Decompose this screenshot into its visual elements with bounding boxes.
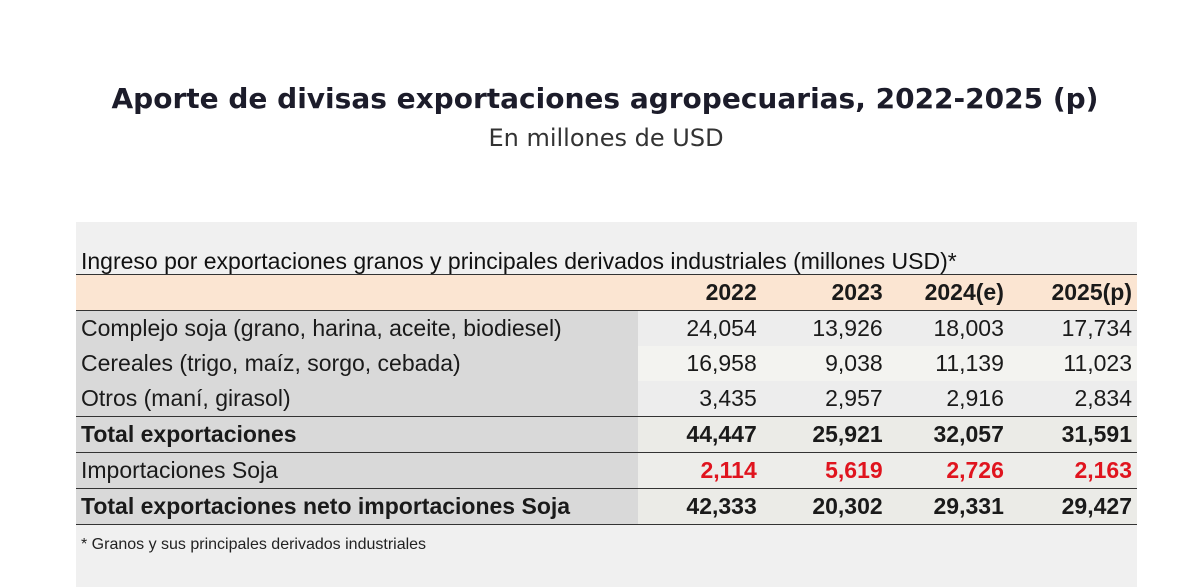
table-row: Otros (maní, girasol) 3,435 2,957 2,916 … [76,381,1137,417]
cell-value: 2,163 [1003,452,1137,489]
cell-value: 16,958 [637,346,757,381]
cell-value: 13,926 [756,310,883,346]
cell-value: 31,591 [1003,416,1137,453]
total-row: Total exportaciones 44,447 25,921 32,057… [76,416,1137,453]
net-total-row: Total exportaciones neto importaciones S… [76,488,1137,525]
page-subtitle: En millones de USD [488,124,724,152]
table-panel: Ingreso por exportaciones granos y princ… [76,222,1137,587]
cell-value: 2,957 [756,381,883,417]
header-2025p: 2025(p) [1003,274,1137,311]
table-header-row: 2022 2023 2024(e) 2025(p) [76,274,1137,311]
cell-value: 5,619 [756,452,883,489]
imports-row: Importaciones Soja 2,114 5,619 2,726 2,1… [76,452,1137,489]
exports-table: 2022 2023 2024(e) 2025(p) Complejo soja … [76,274,1137,525]
cell-value: 2,114 [637,452,757,489]
cell-value: 44,447 [637,416,757,453]
cell-value: 3,435 [637,381,757,417]
row-label: Cereales (trigo, maíz, sorgo, cebada) [76,346,638,381]
footnote: * Granos y sus principales derivados ind… [81,536,427,553]
cell-value: 17,734 [1003,310,1137,346]
row-label: Otros (maní, girasol) [76,381,638,417]
header-2022: 2022 [637,274,757,311]
page-title: Aporte de divisas exportaciones agropecu… [111,82,1099,115]
cell-value: 32,057 [882,416,1004,453]
cell-value: 25,921 [756,416,883,453]
row-label: Total exportaciones neto importaciones S… [76,488,638,525]
row-label: Complejo soja (grano, harina, aceite, bi… [76,310,638,346]
cell-value: 9,038 [756,346,883,381]
header-2023: 2023 [756,274,883,311]
cell-value: 11,139 [882,346,1004,381]
cell-value: 42,333 [637,488,757,525]
row-label: Importaciones Soja [76,452,638,489]
table-row: Complejo soja (grano, harina, aceite, bi… [76,310,1137,346]
table-row: Cereales (trigo, maíz, sorgo, cebada) 16… [76,346,1137,381]
cell-value: 2,726 [882,452,1004,489]
cell-value: 18,003 [882,310,1004,346]
cell-value: 2,834 [1003,381,1137,417]
cell-value: 11,023 [1003,346,1137,381]
header-2024e: 2024(e) [882,274,1004,311]
row-label: Total exportaciones [76,416,638,453]
cell-value: 2,916 [882,381,1004,417]
table-caption: Ingreso por exportaciones granos y princ… [81,248,957,274]
cell-value: 29,427 [1003,488,1137,525]
cell-value: 29,331 [882,488,1004,525]
cell-value: 20,302 [756,488,883,525]
cell-value: 24,054 [637,310,757,346]
header-label [76,274,638,311]
